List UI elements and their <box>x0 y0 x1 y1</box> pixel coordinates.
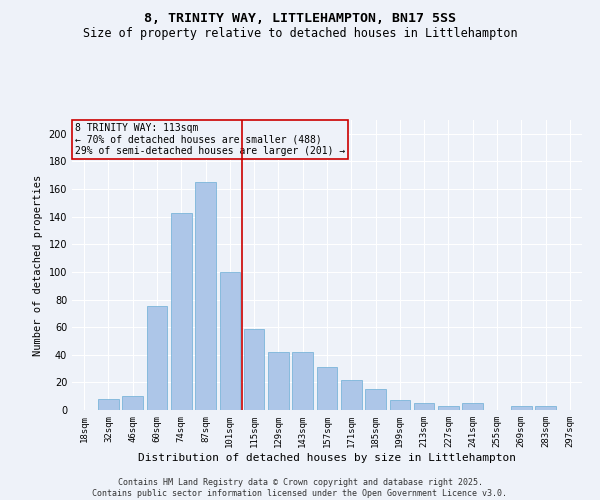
Text: 8, TRINITY WAY, LITTLEHAMPTON, BN17 5SS: 8, TRINITY WAY, LITTLEHAMPTON, BN17 5SS <box>144 12 456 26</box>
Bar <box>317 367 337 410</box>
Bar <box>146 306 167 410</box>
Bar <box>535 406 556 410</box>
Bar <box>414 403 434 410</box>
Bar <box>98 399 119 410</box>
Bar <box>292 352 313 410</box>
Bar <box>341 380 362 410</box>
Bar <box>463 403 483 410</box>
Bar <box>511 406 532 410</box>
Y-axis label: Number of detached properties: Number of detached properties <box>33 174 43 356</box>
Bar <box>195 182 216 410</box>
Bar <box>220 272 240 410</box>
Bar <box>365 390 386 410</box>
Text: 8 TRINITY WAY: 113sqm
← 70% of detached houses are smaller (488)
29% of semi-det: 8 TRINITY WAY: 113sqm ← 70% of detached … <box>74 123 345 156</box>
Bar <box>438 406 459 410</box>
Text: Size of property relative to detached houses in Littlehampton: Size of property relative to detached ho… <box>83 28 517 40</box>
Bar <box>389 400 410 410</box>
Bar <box>244 328 265 410</box>
Text: Contains HM Land Registry data © Crown copyright and database right 2025.
Contai: Contains HM Land Registry data © Crown c… <box>92 478 508 498</box>
Bar <box>122 396 143 410</box>
X-axis label: Distribution of detached houses by size in Littlehampton: Distribution of detached houses by size … <box>138 452 516 462</box>
Bar <box>171 212 191 410</box>
Bar <box>268 352 289 410</box>
